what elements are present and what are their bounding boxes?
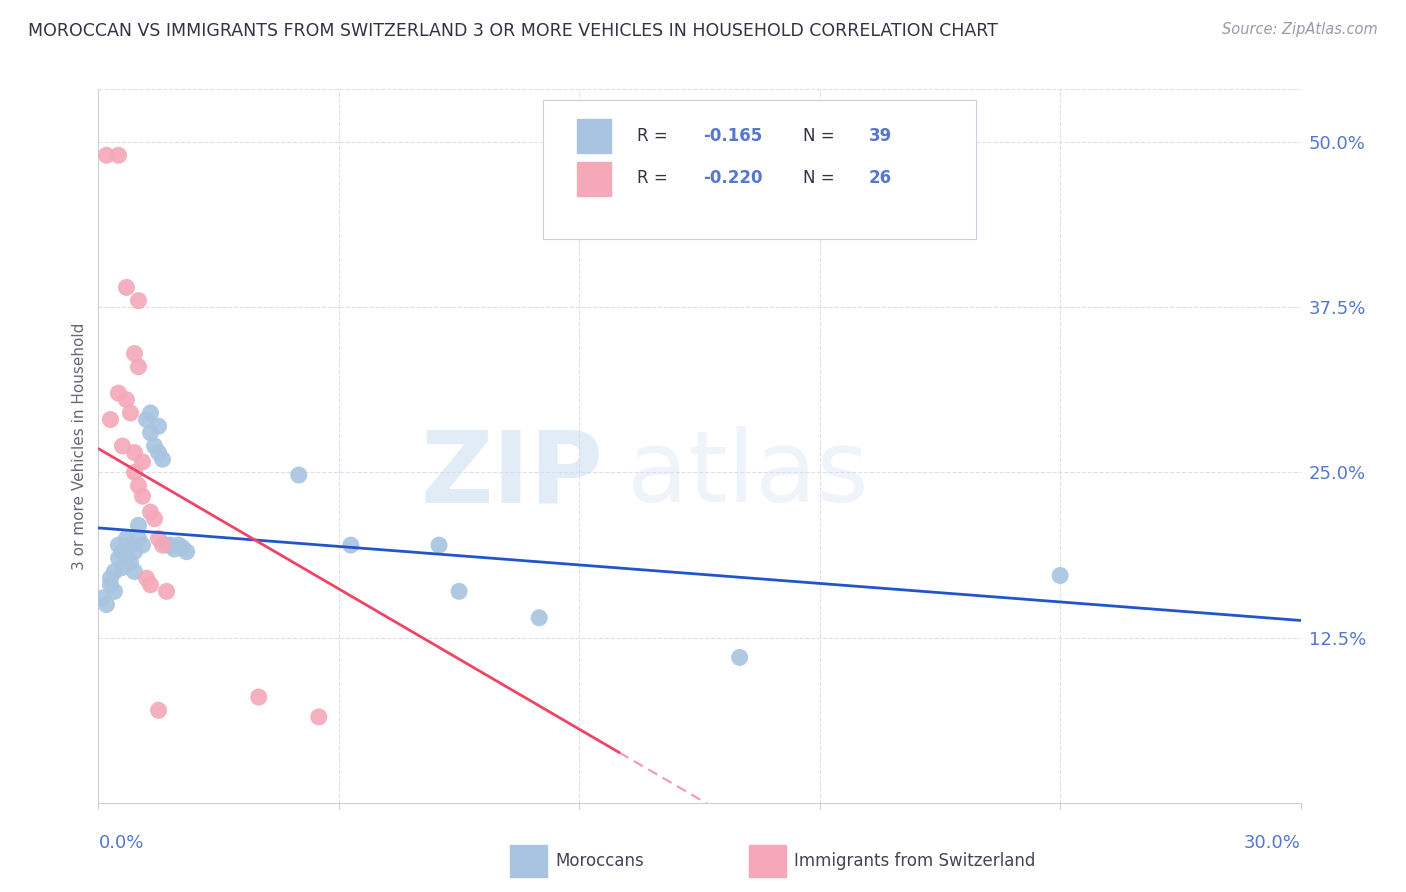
Point [128,359,150,374]
Point [139,578,162,592]
Point [115,532,138,546]
Point [159,538,181,552]
Point [100,571,122,585]
Point [135,571,157,585]
Point [128,478,150,492]
Point [107,148,129,162]
Point [139,425,162,440]
Point [115,392,138,407]
Point [176,545,198,559]
Point [427,538,450,552]
Point [163,542,186,557]
Point [120,538,142,552]
Point [288,468,311,483]
Text: Immigrants from Switzerland: Immigrants from Switzerland [794,852,1036,870]
Point [139,505,162,519]
Point [131,489,153,503]
Point [728,650,751,665]
Bar [576,120,610,153]
Point [340,538,363,552]
Point [135,412,157,426]
Text: R =: R = [637,127,673,145]
Text: N =: N = [803,169,839,187]
Text: atlas: atlas [627,426,869,523]
Point [111,439,134,453]
Point [124,565,146,579]
Point [124,346,146,360]
Text: N =: N = [803,127,839,145]
Point [100,578,122,592]
Point [107,538,129,552]
Point [1049,568,1071,582]
Point [128,532,150,546]
Point [152,452,174,467]
Text: MOROCCAN VS IMMIGRANTS FROM SWITZERLAND 3 OR MORE VEHICLES IN HOUSEHOLD CORRELAT: MOROCCAN VS IMMIGRANTS FROM SWITZERLAND … [28,22,998,40]
Text: Source: ZipAtlas.com: Source: ZipAtlas.com [1222,22,1378,37]
Point [148,532,170,546]
Point [131,455,153,469]
Point [103,565,125,579]
Text: 26: 26 [869,169,893,187]
FancyBboxPatch shape [543,100,976,239]
Point [143,439,166,453]
Point [96,148,118,162]
Point [148,419,170,434]
Point [148,445,170,459]
Text: 39: 39 [869,127,893,145]
Point [111,560,134,574]
Point [124,545,146,559]
Point [148,703,170,717]
Point [124,445,146,459]
Point [139,406,162,420]
Point [152,538,174,552]
Text: 30.0%: 30.0% [1244,834,1301,852]
Point [100,412,122,426]
Point [124,466,146,480]
Point [128,518,150,533]
Text: 0.0%: 0.0% [98,834,143,852]
Point [120,406,142,420]
Point [115,551,138,566]
Point [308,710,330,724]
Point [155,584,177,599]
Point [103,584,125,599]
Point [131,538,153,552]
Point [155,538,177,552]
Text: R =: R = [637,169,673,187]
Text: ZIP: ZIP [420,426,603,523]
Point [167,538,190,552]
Point [172,541,194,555]
Point [115,280,138,294]
Point [128,293,150,308]
Point [111,545,134,559]
Point [529,611,551,625]
Point [247,690,270,704]
Point [143,511,166,525]
Point [120,555,142,569]
Point [107,551,129,566]
Text: Moroccans: Moroccans [555,852,644,870]
Text: -0.220: -0.220 [703,169,762,187]
Text: -0.165: -0.165 [703,127,762,145]
Y-axis label: 3 or more Vehicles in Household: 3 or more Vehicles in Household [72,322,87,570]
Bar [576,162,610,196]
Point [107,386,129,401]
Point [96,598,118,612]
Point [91,591,114,605]
Point [447,584,470,599]
